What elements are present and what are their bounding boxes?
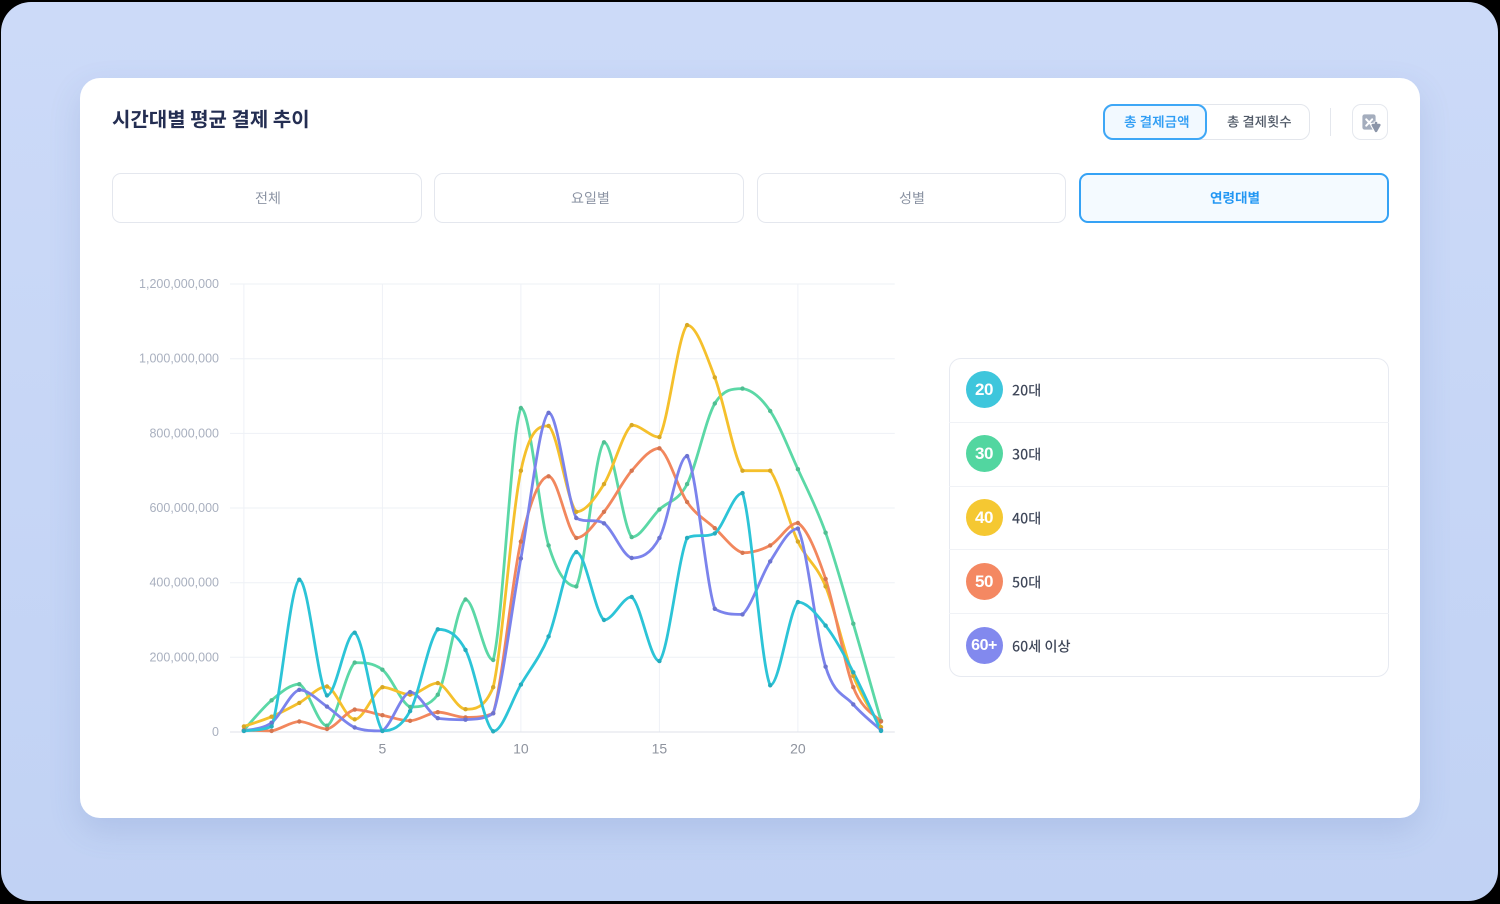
svg-text:200,000,000: 200,000,000 [149, 650, 219, 664]
svg-text:1,200,000,000: 1,200,000,000 [139, 277, 219, 291]
svg-text:800,000,000: 800,000,000 [149, 426, 219, 440]
svg-text:5: 5 [379, 741, 387, 757]
svg-text:0: 0 [212, 725, 219, 739]
svg-text:15: 15 [652, 741, 668, 757]
svg-text:20: 20 [790, 741, 806, 757]
svg-text:600,000,000: 600,000,000 [149, 501, 219, 515]
svg-text:10: 10 [513, 741, 529, 757]
svg-text:400,000,000: 400,000,000 [149, 576, 219, 590]
svg-text:1,000,000,000: 1,000,000,000 [139, 352, 219, 366]
